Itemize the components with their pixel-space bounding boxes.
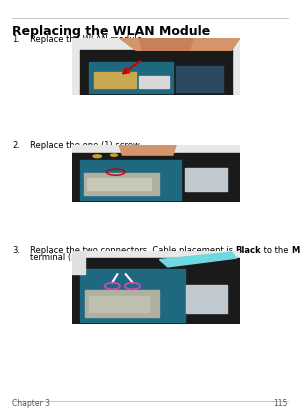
- Polygon shape: [72, 251, 86, 274]
- Bar: [85, 291, 159, 317]
- Text: Chapter 3: Chapter 3: [12, 399, 50, 408]
- Bar: [89, 297, 149, 312]
- Bar: [94, 72, 136, 88]
- Bar: [80, 50, 232, 94]
- Bar: [176, 66, 223, 92]
- Polygon shape: [119, 145, 176, 155]
- Bar: [84, 173, 159, 195]
- Text: 2.: 2.: [12, 141, 20, 150]
- Polygon shape: [119, 38, 240, 50]
- Text: 3.: 3.: [12, 246, 20, 255]
- Text: MAIN: MAIN: [292, 246, 300, 255]
- Bar: [87, 178, 151, 190]
- Polygon shape: [159, 252, 237, 267]
- Circle shape: [111, 154, 117, 156]
- Bar: [72, 153, 240, 202]
- Text: to the: to the: [261, 246, 292, 255]
- Bar: [80, 160, 181, 200]
- Bar: [72, 251, 80, 273]
- Text: Replacing the WLAN Module: Replacing the WLAN Module: [12, 25, 210, 38]
- Bar: [186, 285, 226, 313]
- Text: Replace the one (1) screw.: Replace the one (1) screw.: [30, 141, 142, 150]
- Bar: [80, 269, 184, 322]
- Text: Black: Black: [236, 246, 261, 255]
- Text: 1.: 1.: [12, 35, 20, 44]
- Circle shape: [93, 155, 101, 158]
- Text: Replace the WLAN module.: Replace the WLAN module.: [30, 35, 145, 44]
- Text: terminal (right).: terminal (right).: [30, 253, 97, 262]
- Bar: [89, 62, 173, 93]
- Bar: [184, 168, 226, 192]
- Bar: [139, 76, 170, 88]
- Text: 115: 115: [274, 399, 288, 408]
- Polygon shape: [139, 38, 193, 50]
- Text: Replace the two connectors. Cable placement is: Replace the two connectors. Cable placem…: [30, 246, 236, 255]
